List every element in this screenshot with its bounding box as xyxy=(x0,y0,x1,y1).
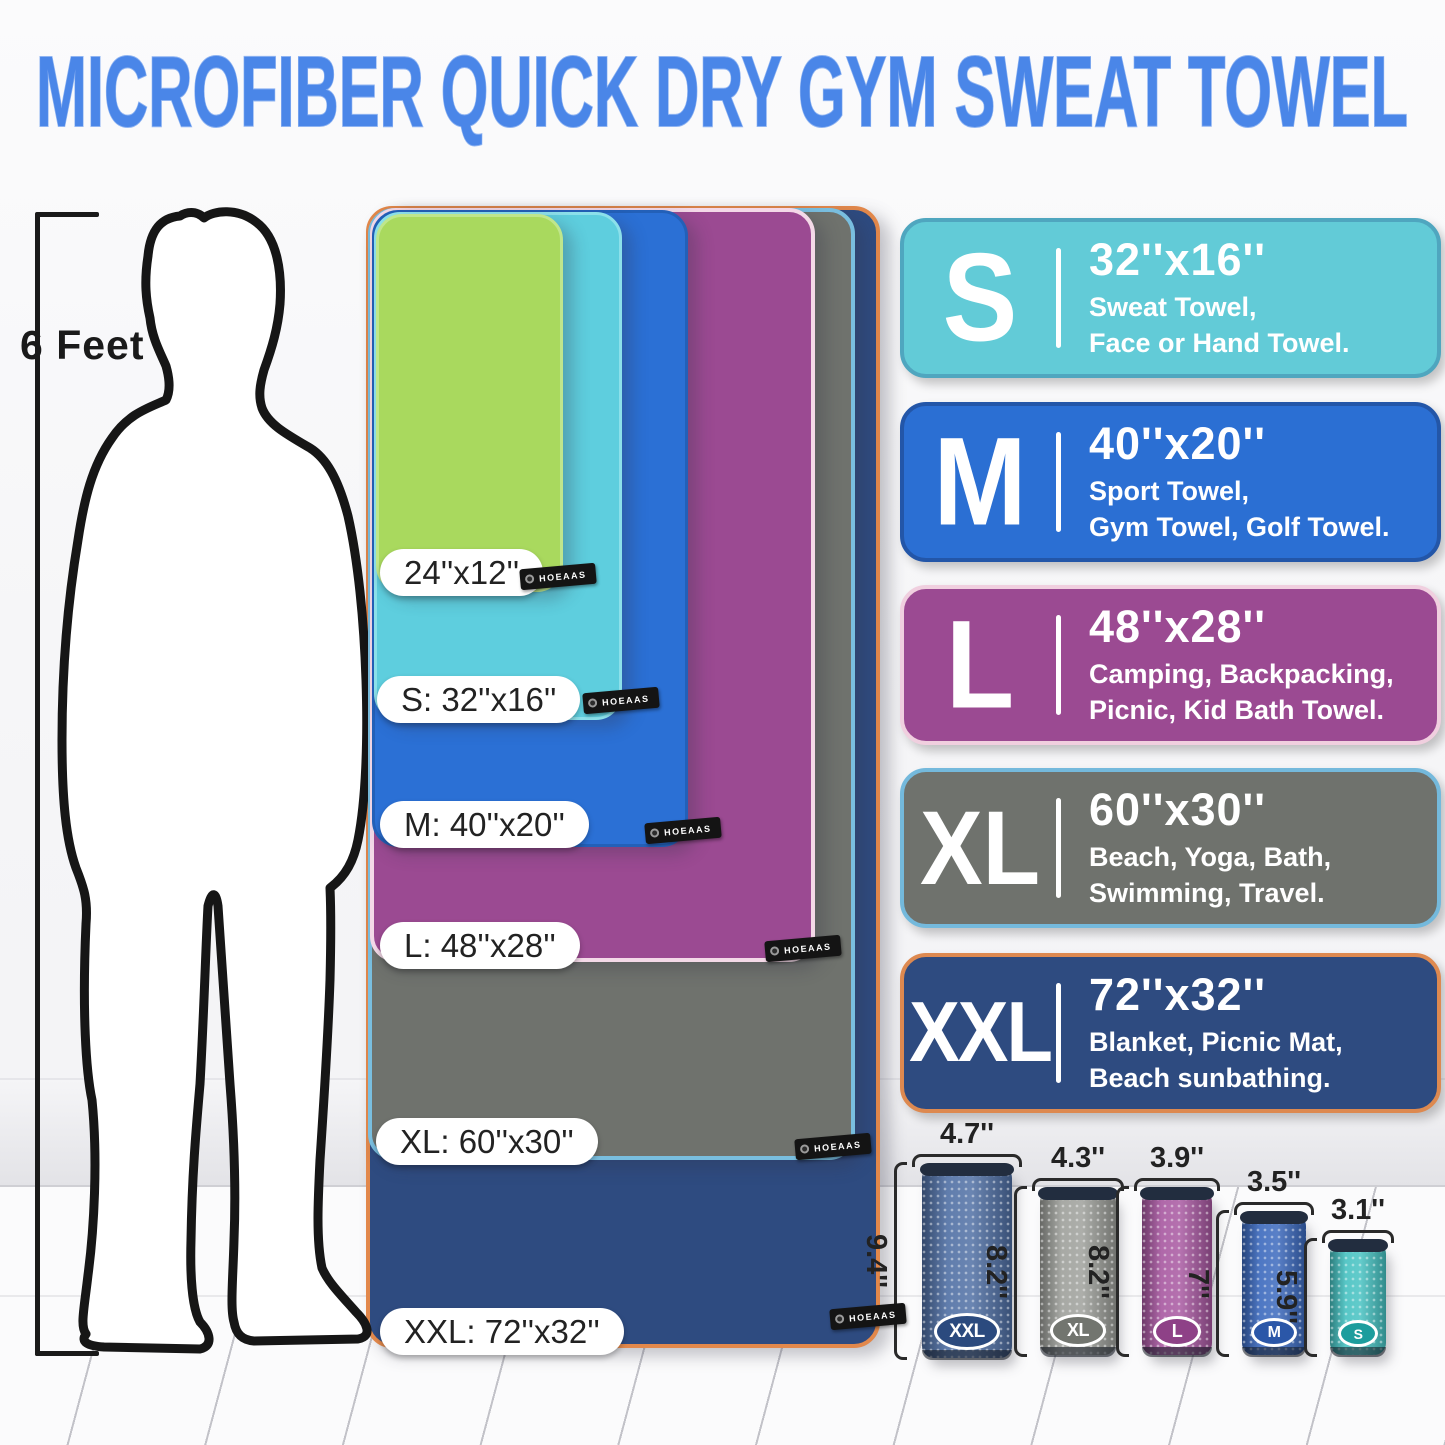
roll-width-bracket xyxy=(1234,1202,1314,1215)
rolled-towel-xl: XL xyxy=(1038,1187,1118,1357)
roll-width-label-m: 3.5'' xyxy=(1246,1166,1302,1198)
height-line-top-tick xyxy=(35,212,99,217)
card-dimensions: 32''x16'' xyxy=(1089,234,1266,286)
size-letter-box: M xyxy=(904,406,1056,558)
pill-label-m: M: 40''x20'' xyxy=(380,801,589,848)
size-letter: XL xyxy=(919,788,1041,907)
roll-height-bracket xyxy=(894,1162,907,1360)
size-letter-box: L xyxy=(904,589,1056,741)
roll-height-label-s: 5.9'' xyxy=(1270,1269,1302,1325)
roll-width-label-xl: 4.3'' xyxy=(1050,1142,1106,1174)
roll-size-badge: S xyxy=(1338,1320,1378,1347)
card-divider xyxy=(1056,798,1061,898)
size-card-m: M 40''x20'' Sport Towel, Gym Towel, Golf… xyxy=(900,402,1441,562)
roll-height-bracket xyxy=(1014,1186,1027,1357)
size-letter-box: XL xyxy=(904,772,1056,924)
zipper-icon xyxy=(587,698,598,708)
roll-width-bracket xyxy=(912,1154,1022,1167)
height-line xyxy=(35,214,40,1356)
size-letter: L xyxy=(945,594,1015,735)
page-title: MICROFIBER QUICK DRY GYM SWEAT TOWEL xyxy=(36,36,1408,148)
roll-width-label-xxl: 4.7'' xyxy=(939,1118,995,1150)
card-use-line: Swimming, Travel. xyxy=(1089,878,1325,908)
pill-label-xxl: XXL: 72''x32'' xyxy=(380,1308,624,1355)
card-dimensions: 60''x30'' xyxy=(1089,784,1266,836)
zipper-icon xyxy=(799,1144,810,1154)
card-use-line: Picnic, Kid Bath Towel. xyxy=(1089,695,1385,725)
card-use-line: Beach, Yoga, Bath, xyxy=(1089,842,1332,873)
zipper-icon xyxy=(649,828,660,838)
pill-label-s: S: 32''x16'' xyxy=(377,676,581,723)
roll-height-label-xl: 8.2'' xyxy=(980,1244,1012,1300)
roll-size-badge: XL xyxy=(1050,1314,1106,1347)
card-divider xyxy=(1056,248,1061,348)
height-label: 6 Feet xyxy=(20,322,145,368)
card-divider xyxy=(1056,983,1061,1083)
card-divider xyxy=(1056,615,1061,715)
card-info: 60''x30'' Beach, Yoga, Bath, Swimming, T… xyxy=(1061,772,1437,924)
roll-width-bracket xyxy=(1032,1178,1124,1191)
roll-height-bracket xyxy=(1116,1186,1129,1357)
roll-width-bracket xyxy=(1134,1178,1220,1191)
card-use-line: Blanket, Picnic Mat, xyxy=(1089,1027,1343,1058)
roll-height-label-m: 7'' xyxy=(1182,1269,1214,1299)
card-info: 32''x16'' Sweat Towel, Face or Hand Towe… xyxy=(1061,222,1437,374)
pill-label-24x12: 24''x12'' xyxy=(380,549,544,596)
zipper-icon xyxy=(524,574,535,584)
rolled-towel-m: M xyxy=(1240,1211,1308,1357)
roll-size-badge: XXL xyxy=(934,1313,1000,1350)
card-info: 40''x20'' Sport Towel, Gym Towel, Golf T… xyxy=(1061,406,1437,558)
card-use-line: Face or Hand Towel. xyxy=(1089,328,1350,358)
title-banner: MICROFIBER QUICK DRY GYM SWEAT TOWEL xyxy=(35,35,1409,148)
size-card-xl: XL 60''x30'' Beach, Yoga, Bath, Swimming… xyxy=(900,768,1441,928)
zipper-icon xyxy=(769,946,780,956)
height-line-bottom-tick xyxy=(35,1351,99,1356)
size-letter: XXL xyxy=(909,984,1053,1081)
zipper-icon xyxy=(834,1314,845,1324)
card-use-line: Beach sunbathing. xyxy=(1089,1063,1331,1093)
rolled-towel-xxl: XXL xyxy=(920,1163,1014,1360)
size-card-l: L 48''x28'' Camping, Backpacking, Picnic… xyxy=(900,585,1441,745)
roll-size-badge: L xyxy=(1153,1316,1201,1347)
pill-label-xl: XL: 60''x30'' xyxy=(376,1118,598,1165)
card-dimensions: 40''x20'' xyxy=(1089,418,1266,470)
towel-24x12 xyxy=(376,214,563,592)
size-letter: S xyxy=(942,227,1018,368)
roll-height-bracket xyxy=(1304,1238,1317,1357)
card-dimensions: 72''x32'' xyxy=(1089,969,1266,1021)
card-info: 48''x28'' Camping, Backpacking, Picnic, … xyxy=(1061,589,1437,741)
rolled-towel-l: L xyxy=(1140,1187,1214,1357)
size-card-xxl: XXL 72''x32'' Blanket, Picnic Mat, Beach… xyxy=(900,953,1441,1113)
rolled-towel-s: S xyxy=(1328,1239,1388,1357)
card-use-line: Sweat Towel, xyxy=(1089,292,1257,323)
card-divider xyxy=(1056,432,1061,532)
card-use-line: Gym Towel, Golf Towel. xyxy=(1089,512,1390,542)
card-use-line: Camping, Backpacking, xyxy=(1089,659,1394,690)
roll-height-label-xxl: 9.4'' xyxy=(860,1233,892,1289)
card-dimensions: 48''x28'' xyxy=(1089,601,1266,653)
roll-height-bracket xyxy=(1216,1210,1229,1357)
size-letter-box: S xyxy=(904,222,1056,374)
card-use-line: Sport Towel, xyxy=(1089,476,1249,507)
card-info: 72''x32'' Blanket, Picnic Mat, Beach sun… xyxy=(1061,957,1437,1109)
size-letter: M xyxy=(933,411,1027,552)
size-letter-box: XXL xyxy=(904,957,1056,1109)
roll-width-label-s: 3.1'' xyxy=(1330,1194,1386,1226)
roll-size-badge: M xyxy=(1251,1318,1297,1347)
pill-label-l: L: 48''x28'' xyxy=(380,922,580,969)
roll-width-bracket xyxy=(1322,1230,1394,1243)
roll-height-label-l: 8.2'' xyxy=(1082,1244,1114,1300)
roll-width-label-l: 3.9'' xyxy=(1149,1142,1205,1174)
size-card-s: S 32''x16'' Sweat Towel, Face or Hand To… xyxy=(900,218,1441,378)
person-silhouette xyxy=(57,207,372,1354)
